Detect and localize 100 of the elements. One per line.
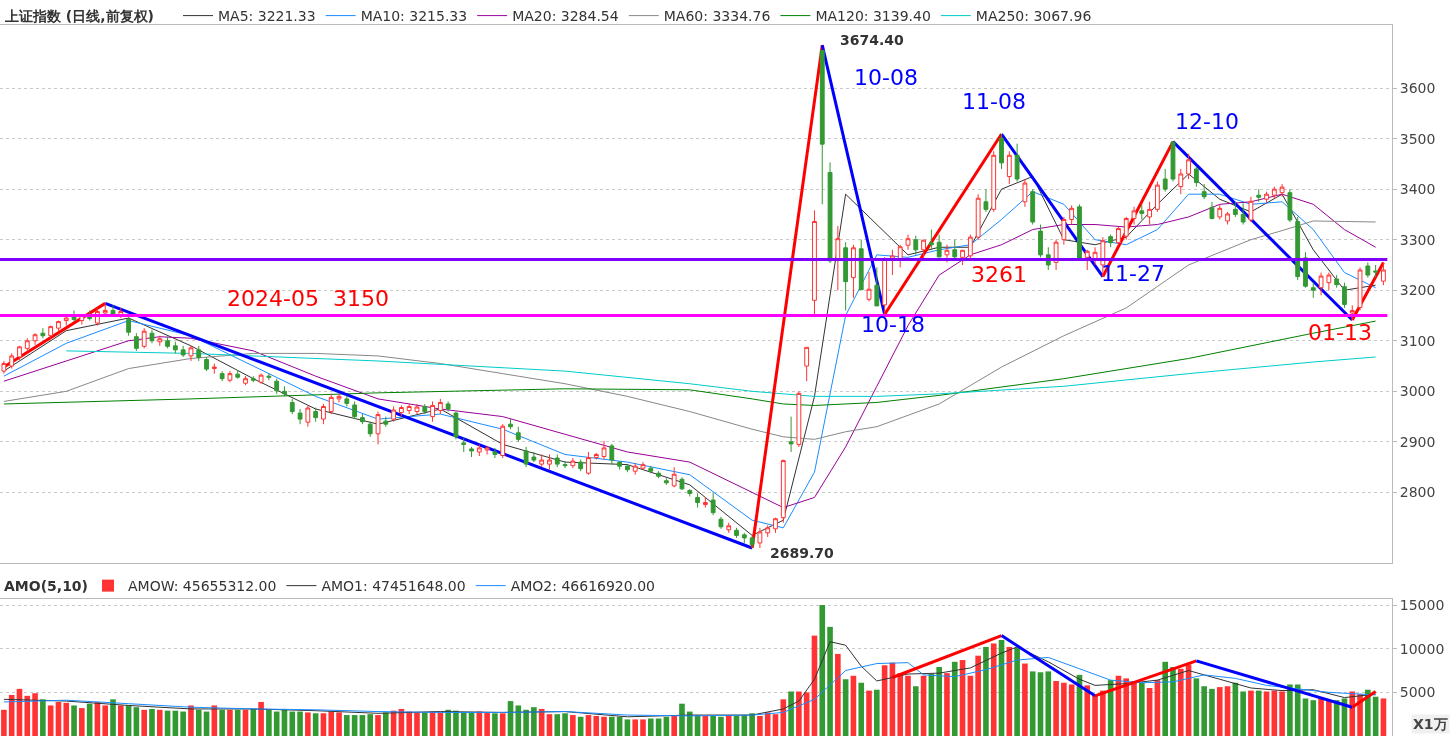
candlestick bbox=[1147, 201, 1153, 226]
bar bbox=[1248, 690, 1254, 736]
bar bbox=[749, 713, 755, 736]
bar bbox=[421, 712, 428, 736]
bar bbox=[835, 653, 841, 736]
bar bbox=[1, 709, 7, 736]
bar bbox=[562, 713, 568, 736]
legend-label: MA250: 3067.96 bbox=[975, 8, 1092, 25]
candlestick bbox=[1116, 226, 1121, 246]
bar bbox=[188, 705, 194, 736]
candlestick bbox=[1349, 304, 1355, 321]
candlestick bbox=[765, 524, 771, 538]
bar bbox=[227, 709, 233, 736]
bar bbox=[328, 711, 335, 736]
candlestick bbox=[305, 404, 311, 428]
candlestick bbox=[967, 234, 973, 260]
bar bbox=[570, 715, 576, 736]
bar bbox=[460, 712, 467, 736]
candlestick bbox=[165, 336, 170, 349]
legend-label: MA60: 3334.76 bbox=[663, 8, 771, 25]
candlestick bbox=[414, 403, 420, 415]
bar bbox=[40, 699, 46, 736]
bar bbox=[1224, 686, 1231, 736]
legend-label: MA10: 3215.33 bbox=[360, 8, 468, 25]
candlestick bbox=[406, 403, 412, 415]
candlestick bbox=[157, 335, 163, 347]
candlestick bbox=[1178, 168, 1184, 195]
candlestick bbox=[1279, 183, 1285, 198]
bar bbox=[1294, 684, 1301, 736]
bar bbox=[1263, 691, 1270, 736]
legend-label: MA20: 3284.54 bbox=[512, 8, 619, 25]
bar bbox=[819, 605, 826, 736]
candlestick bbox=[56, 320, 61, 333]
bar bbox=[453, 710, 459, 736]
candlestick bbox=[905, 234, 911, 251]
bar bbox=[133, 707, 140, 736]
bar bbox=[990, 643, 997, 736]
annotation: 11-27 bbox=[1101, 261, 1165, 286]
candlestick bbox=[1225, 211, 1230, 226]
bar bbox=[1100, 690, 1106, 736]
bar bbox=[1177, 668, 1184, 736]
bar bbox=[912, 686, 919, 736]
candlestick bbox=[539, 454, 545, 468]
candlestick bbox=[1139, 203, 1145, 220]
candlestick bbox=[695, 492, 700, 509]
candlestick bbox=[430, 400, 435, 423]
bar bbox=[632, 719, 639, 736]
bar bbox=[1053, 681, 1059, 736]
candlestick bbox=[944, 244, 950, 263]
y-tick-label: 3500 bbox=[1399, 130, 1436, 147]
candlestick bbox=[484, 445, 490, 455]
candlestick bbox=[336, 393, 342, 403]
candlestick bbox=[687, 489, 693, 497]
candlestick bbox=[1030, 188, 1036, 226]
bar bbox=[944, 673, 950, 736]
candlestick bbox=[219, 370, 225, 382]
bar bbox=[1240, 691, 1246, 736]
candlestick bbox=[274, 378, 280, 395]
bar bbox=[679, 703, 685, 736]
candlestick bbox=[586, 451, 591, 476]
candlestick bbox=[391, 405, 396, 423]
candlestick bbox=[1061, 216, 1067, 246]
bar bbox=[102, 705, 109, 736]
bar bbox=[1201, 686, 1207, 736]
candlestick bbox=[991, 150, 997, 213]
candlestick bbox=[1022, 178, 1028, 208]
candlestick bbox=[632, 462, 638, 476]
candlestick bbox=[1248, 196, 1254, 223]
candlestick bbox=[1264, 191, 1269, 204]
bar bbox=[406, 711, 412, 736]
bar bbox=[266, 709, 272, 736]
candlestick bbox=[835, 225, 841, 291]
y-tick-label: 15000 bbox=[1399, 596, 1445, 613]
y-tick-label: 3000 bbox=[1399, 383, 1436, 400]
bar bbox=[1139, 682, 1145, 736]
bar bbox=[936, 667, 942, 736]
candlestick bbox=[1373, 264, 1379, 279]
ref-line-label: 3261 bbox=[971, 262, 1027, 287]
candlestick bbox=[562, 460, 568, 469]
candlestick bbox=[40, 327, 46, 339]
legend-label: MA5: 3221.33 bbox=[218, 8, 316, 25]
candlestick bbox=[531, 451, 537, 463]
bar bbox=[149, 708, 155, 736]
bar bbox=[1318, 698, 1324, 736]
bar bbox=[141, 709, 147, 736]
candlestick bbox=[1334, 274, 1340, 289]
candlestick bbox=[804, 346, 810, 382]
candlestick bbox=[188, 345, 194, 362]
candlestick bbox=[1381, 261, 1386, 286]
bar bbox=[8, 694, 15, 736]
bar bbox=[897, 673, 904, 736]
candlestick bbox=[718, 516, 724, 530]
candlestick bbox=[741, 532, 747, 544]
candlestick bbox=[921, 239, 926, 261]
candlestick bbox=[570, 457, 576, 469]
candlestick bbox=[858, 239, 864, 291]
bar bbox=[531, 707, 537, 736]
candlestick bbox=[1154, 181, 1160, 213]
bar bbox=[367, 714, 374, 736]
bar bbox=[312, 713, 319, 736]
